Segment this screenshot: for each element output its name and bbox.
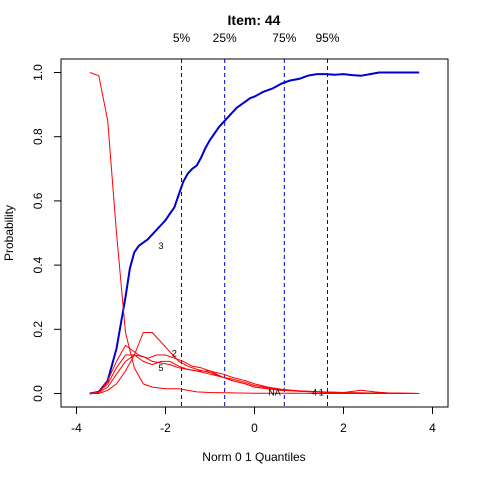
y-axis-label: Probability	[2, 205, 16, 261]
chart-title: Item: 44	[228, 12, 281, 28]
curve-label: 3	[159, 241, 164, 251]
plot-frame	[60, 58, 449, 408]
curve-label: 4	[312, 388, 317, 398]
curve-label: 5	[159, 363, 164, 373]
curve-label: NA	[268, 388, 281, 398]
key-option-curve	[89, 71, 420, 395]
distractor-curve	[89, 354, 420, 394]
y-tick-label: 0.0	[31, 385, 45, 402]
y-tick-label: 0.4	[31, 256, 45, 273]
y-tick-label: 0.6	[31, 192, 45, 209]
quantile-label: 5%	[173, 31, 191, 45]
y-axis: 0.0 0.2 0.4 0.6 0.8 1.0	[31, 64, 62, 402]
x-axis-label: Norm 0 1 Quantiles	[202, 450, 305, 464]
curve-label: 2	[172, 348, 177, 358]
curve-label: 1	[319, 388, 324, 398]
y-tick-label: 0.8	[31, 128, 45, 145]
quantile-markers: 5% 25% 75% 95%	[173, 31, 340, 407]
probability-curves	[89, 71, 420, 395]
y-tick-label: 0.2	[31, 321, 45, 338]
distractor-curve	[89, 72, 420, 394]
y-tick-label: 1.0	[31, 64, 45, 81]
x-tick-label: 2	[340, 421, 347, 435]
x-tick-label: 0	[251, 421, 258, 435]
x-tick-label: -2	[160, 421, 171, 435]
x-tick-label: -4	[71, 421, 82, 435]
x-tick-label: 4	[429, 421, 436, 435]
distractor-curve	[89, 354, 420, 394]
quantile-label: 25%	[213, 31, 237, 45]
x-axis: -4 -2 0 2 4	[71, 406, 436, 435]
distractor-curve	[89, 344, 420, 394]
quantile-label: 95%	[315, 31, 339, 45]
quantile-label: 75%	[272, 31, 296, 45]
curve-labels: 3 25 NA 4 1	[159, 241, 324, 398]
